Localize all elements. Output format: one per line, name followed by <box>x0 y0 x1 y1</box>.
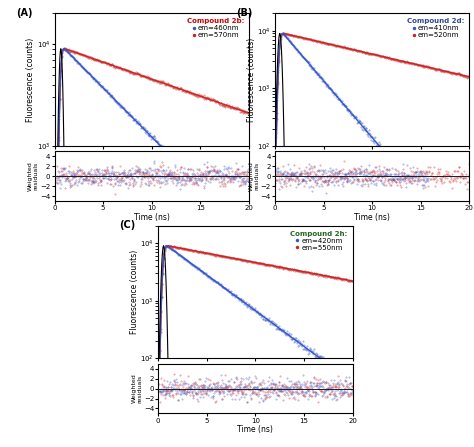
Legend: em=460nm, em=570nm: em=460nm, em=570nm <box>185 17 246 40</box>
Text: (A): (A) <box>16 8 32 18</box>
Text: (B): (B) <box>236 8 253 18</box>
Y-axis label: Fluorescence (counts): Fluorescence (counts) <box>246 38 255 122</box>
Y-axis label: Fluorescence (counts): Fluorescence (counts) <box>130 250 139 334</box>
Text: (C): (C) <box>119 220 136 231</box>
X-axis label: Time (ns): Time (ns) <box>237 425 273 434</box>
Y-axis label: Weighted
residuals: Weighted residuals <box>248 161 259 191</box>
Y-axis label: Weighted
residuals: Weighted residuals <box>28 161 39 191</box>
X-axis label: Time (ns): Time (ns) <box>134 213 170 222</box>
Y-axis label: Fluorescence (counts): Fluorescence (counts) <box>26 38 35 122</box>
X-axis label: Time (ns): Time (ns) <box>354 213 390 222</box>
Legend: em=410nm, em=520nm: em=410nm, em=520nm <box>406 17 466 40</box>
Legend: em=420nm, em=550nm: em=420nm, em=550nm <box>289 229 349 252</box>
Y-axis label: Weighted
residuals: Weighted residuals <box>132 374 142 403</box>
